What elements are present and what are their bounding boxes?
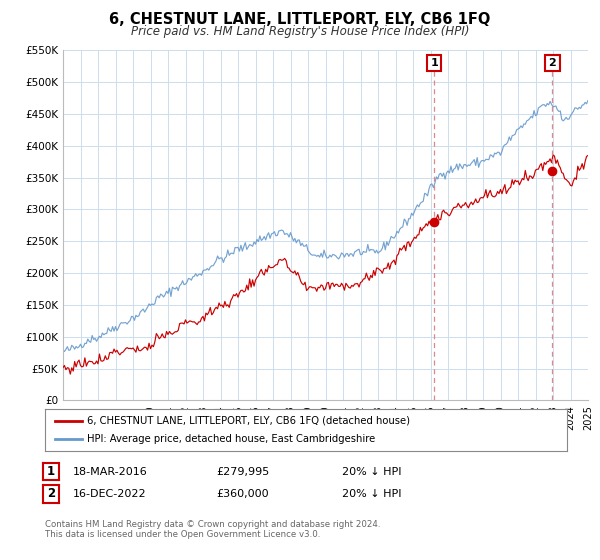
Text: HPI: Average price, detached house, East Cambridgeshire: HPI: Average price, detached house, East… [87,435,375,445]
Text: 6, CHESTNUT LANE, LITTLEPORT, ELY, CB6 1FQ (detached house): 6, CHESTNUT LANE, LITTLEPORT, ELY, CB6 1… [87,416,410,426]
Text: 20% ↓ HPI: 20% ↓ HPI [342,466,401,477]
Text: 16-DEC-2022: 16-DEC-2022 [73,489,147,499]
Text: £360,000: £360,000 [216,489,269,499]
Text: 1: 1 [47,465,55,478]
Text: 1: 1 [430,58,438,68]
Text: £279,995: £279,995 [216,466,269,477]
Text: 20% ↓ HPI: 20% ↓ HPI [342,489,401,499]
Text: 2: 2 [548,58,556,68]
Text: 6, CHESTNUT LANE, LITTLEPORT, ELY, CB6 1FQ: 6, CHESTNUT LANE, LITTLEPORT, ELY, CB6 1… [109,12,491,27]
Text: 18-MAR-2016: 18-MAR-2016 [73,466,148,477]
Text: Price paid vs. HM Land Registry's House Price Index (HPI): Price paid vs. HM Land Registry's House … [131,25,469,38]
Text: Contains HM Land Registry data © Crown copyright and database right 2024.
This d: Contains HM Land Registry data © Crown c… [45,520,380,539]
Text: 2: 2 [47,487,55,501]
